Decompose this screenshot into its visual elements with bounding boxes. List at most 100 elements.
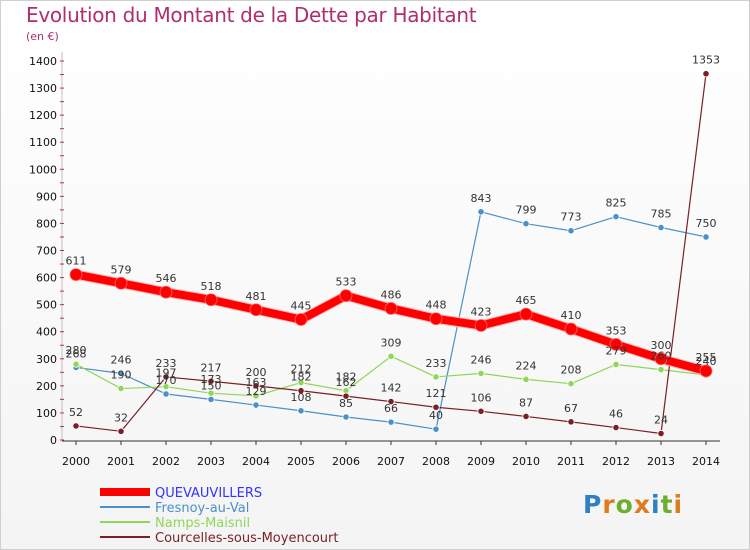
data-label: 486 bbox=[381, 288, 402, 301]
y-tick-label: 800 bbox=[36, 217, 57, 230]
data-point bbox=[72, 360, 80, 368]
data-point bbox=[207, 395, 215, 403]
data-label: 260 bbox=[651, 350, 672, 363]
x-tick-label: 2007 bbox=[377, 455, 405, 468]
data-label: 173 bbox=[201, 373, 222, 386]
data-point bbox=[522, 412, 530, 421]
data-point bbox=[522, 375, 530, 383]
data-label: 773 bbox=[561, 211, 582, 224]
y-tick-label: 700 bbox=[36, 245, 57, 258]
data-label: 785 bbox=[651, 207, 672, 220]
y-tick-label: 200 bbox=[36, 380, 57, 393]
data-point bbox=[207, 389, 215, 397]
data-label: 448 bbox=[426, 299, 447, 312]
chart-subtitle: (en €) bbox=[26, 30, 59, 43]
data-point bbox=[342, 392, 350, 400]
brand-letter: r bbox=[602, 490, 616, 519]
data-label: 85 bbox=[339, 397, 353, 410]
data-label: 843 bbox=[471, 192, 492, 205]
data-label: 190 bbox=[111, 369, 132, 382]
y-tick-label: 900 bbox=[36, 190, 57, 203]
data-point bbox=[252, 401, 260, 409]
data-label: 224 bbox=[516, 359, 537, 372]
data-point bbox=[339, 289, 353, 303]
data-label: 579 bbox=[111, 263, 132, 276]
brand-letter: o bbox=[615, 490, 634, 519]
brand-text: Proxiti bbox=[583, 490, 683, 519]
data-point bbox=[117, 369, 125, 378]
data-label: 481 bbox=[246, 290, 267, 303]
brand-letter: t bbox=[660, 490, 674, 519]
data-label: 212 bbox=[291, 363, 312, 376]
data-label: 200 bbox=[246, 366, 267, 379]
proxiti-logo: Proxiti bbox=[583, 490, 683, 519]
data-label: 208 bbox=[561, 364, 582, 377]
data-point bbox=[567, 227, 575, 235]
series-3 bbox=[72, 70, 710, 438]
y-tick-label: 1400 bbox=[29, 55, 57, 68]
data-point bbox=[477, 407, 485, 415]
y-tick-label: 600 bbox=[36, 272, 57, 285]
data-label: 280 bbox=[66, 344, 87, 357]
data-point bbox=[162, 390, 170, 398]
data-label: 121 bbox=[426, 387, 447, 400]
x-tick-label: 2000 bbox=[62, 455, 90, 468]
data-label: 353 bbox=[606, 324, 627, 337]
y-tick-label: 0 bbox=[50, 434, 57, 447]
data-label: 423 bbox=[471, 305, 492, 318]
y-tick-label: 500 bbox=[36, 299, 57, 312]
data-point bbox=[657, 366, 665, 374]
data-point bbox=[162, 383, 170, 391]
data-label: 240 bbox=[696, 355, 717, 368]
data-point bbox=[114, 276, 128, 290]
data-point bbox=[432, 403, 440, 411]
data-label: 67 bbox=[564, 402, 578, 415]
x-tick-label: 2014 bbox=[692, 455, 720, 468]
data-point bbox=[657, 223, 665, 232]
data-label: 24 bbox=[654, 414, 668, 427]
legend-label: QUEVAUVILLERS bbox=[155, 486, 262, 501]
data-point bbox=[249, 303, 263, 317]
series-layer bbox=[69, 70, 713, 438]
data-point bbox=[612, 213, 620, 221]
data-point bbox=[612, 423, 620, 432]
data-point bbox=[252, 382, 260, 390]
data-label: 300 bbox=[651, 339, 672, 352]
data-point bbox=[387, 352, 395, 360]
data-label: 217 bbox=[201, 361, 222, 374]
data-label: 52 bbox=[69, 406, 83, 419]
y-tick-label: 1200 bbox=[29, 109, 57, 122]
data-label: 825 bbox=[606, 197, 627, 210]
chart-title: Evolution du Montant de la Dette par Hab… bbox=[26, 3, 477, 27]
data-label: 279 bbox=[606, 344, 627, 357]
brand-letter: i bbox=[673, 490, 684, 519]
legend-label: Courcelles-sous-Moyencourt bbox=[155, 531, 338, 546]
data-point bbox=[477, 369, 485, 378]
x-tick-label: 2009 bbox=[467, 455, 495, 468]
data-label: 255 bbox=[696, 351, 717, 364]
brand-letter: x bbox=[633, 490, 651, 519]
data-point bbox=[387, 397, 395, 406]
data-point bbox=[159, 285, 173, 299]
data-point bbox=[384, 302, 398, 315]
data-label: 170 bbox=[156, 374, 177, 387]
y-tick-label: 300 bbox=[36, 353, 57, 366]
data-point bbox=[387, 418, 395, 426]
data-point bbox=[564, 322, 578, 336]
legend-label: Namps-Maisnil bbox=[155, 516, 250, 531]
data-point bbox=[204, 293, 218, 307]
data-label: 87 bbox=[519, 396, 533, 409]
x-tick-label: 2006 bbox=[332, 455, 360, 468]
series-2 bbox=[72, 352, 710, 400]
series-line bbox=[75, 211, 707, 430]
data-point bbox=[657, 429, 665, 438]
data-point bbox=[297, 379, 305, 387]
legend: QUEVAUVILLERSFresnoy-au-ValNamps-Maisnil… bbox=[100, 486, 338, 546]
data-point bbox=[294, 313, 308, 326]
data-label: 518 bbox=[201, 280, 222, 293]
data-label: 162 bbox=[336, 376, 357, 389]
x-tick-label: 2002 bbox=[152, 455, 180, 468]
x-tick-label: 2011 bbox=[557, 455, 585, 468]
y-tick-label: 1300 bbox=[29, 82, 57, 95]
x-tick-label: 2004 bbox=[242, 455, 270, 468]
